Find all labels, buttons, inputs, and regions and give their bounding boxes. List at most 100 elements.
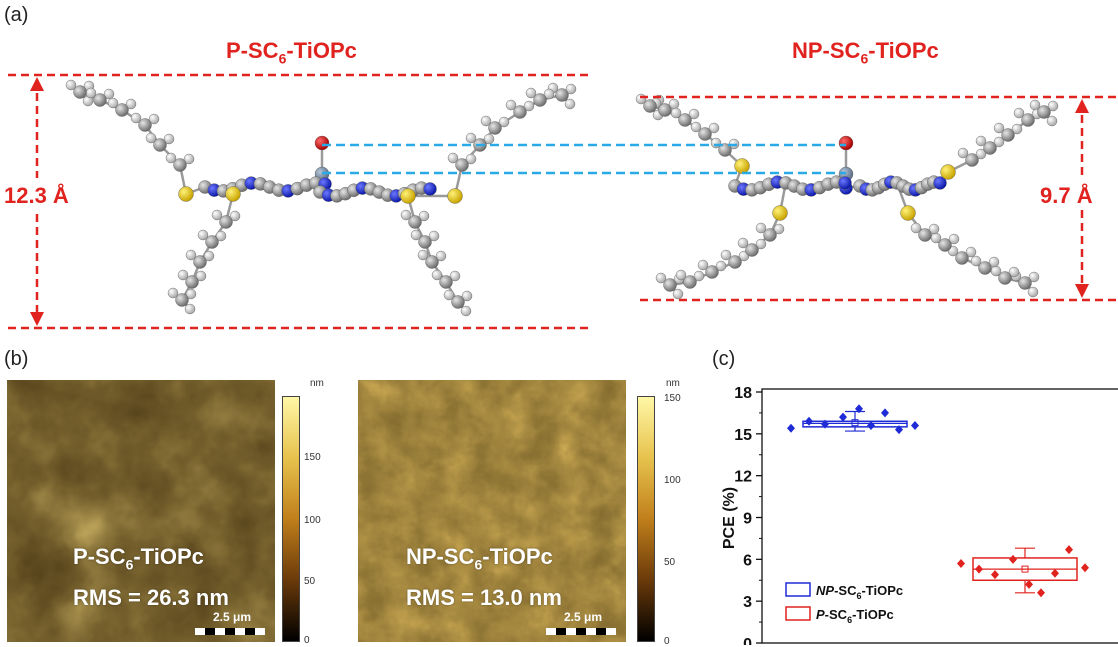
y-tick-label-6: 6 bbox=[743, 552, 752, 569]
atom-c bbox=[956, 252, 969, 265]
atom-s bbox=[226, 187, 241, 202]
cbar-np-unit: nm bbox=[666, 378, 680, 389]
atom-c bbox=[139, 119, 152, 132]
cbar-p-tick-50: 50 bbox=[304, 576, 315, 587]
atom-c bbox=[1038, 106, 1051, 119]
atom-c bbox=[664, 279, 677, 292]
atom-s bbox=[179, 187, 194, 202]
cbar-np-tick-150: 150 bbox=[664, 393, 681, 404]
afm-image-p: P-SC6-TiOPc RMS = 26.3 nm 2.5 μm bbox=[7, 380, 275, 642]
atom-s bbox=[401, 189, 416, 204]
data-point bbox=[1065, 545, 1073, 554]
y-axis-label: PCE (%) bbox=[721, 487, 738, 549]
atom-c bbox=[1022, 114, 1035, 127]
atom-c bbox=[999, 272, 1012, 285]
atom-c bbox=[746, 244, 759, 257]
y-tick-label-18: 18 bbox=[734, 385, 752, 402]
atom-c bbox=[176, 294, 189, 307]
cbar-p-tick-150: 150 bbox=[304, 452, 321, 463]
cbar-p-tick-0: 0 bbox=[304, 635, 310, 646]
afm-np-rms: RMS = 13.0 nm bbox=[406, 581, 562, 615]
afm-np-scale-label: 2.5 μm bbox=[564, 610, 602, 624]
atom-c bbox=[679, 114, 692, 127]
data-point bbox=[1051, 569, 1059, 578]
colorbar-np bbox=[637, 396, 655, 642]
atom-s bbox=[773, 206, 788, 221]
atom-o bbox=[839, 136, 853, 150]
afm-p-rms: RMS = 26.3 nm bbox=[73, 581, 229, 615]
data-point bbox=[975, 565, 983, 574]
atom-c bbox=[440, 276, 453, 289]
atom-h bbox=[565, 99, 575, 109]
np-height-value: 9.7 Å bbox=[1040, 183, 1093, 209]
atom-c bbox=[919, 229, 932, 242]
atom-c bbox=[74, 86, 87, 99]
data-point bbox=[1081, 563, 1089, 572]
atom-h bbox=[673, 289, 683, 299]
legend-swatch-0 bbox=[786, 583, 810, 596]
atom-c bbox=[644, 100, 657, 113]
data-point bbox=[911, 421, 919, 430]
afm-np-scale-bar bbox=[546, 628, 616, 635]
cbar-np-tick-50: 50 bbox=[664, 557, 675, 568]
atom-c bbox=[174, 159, 187, 172]
atom-s bbox=[901, 206, 916, 221]
data-point bbox=[867, 421, 875, 430]
atom-c bbox=[206, 236, 219, 249]
y-tick-label-9: 9 bbox=[743, 511, 752, 528]
atom-h bbox=[461, 306, 471, 316]
afm-p-label: P-SC6-TiOPc RMS = 26.3 nm bbox=[73, 540, 229, 615]
atom-h bbox=[1047, 116, 1057, 126]
box-series-0 bbox=[787, 404, 919, 434]
data-point bbox=[881, 408, 889, 417]
atom-c bbox=[939, 239, 952, 252]
afm-image-np: NP-SC6-TiOPc RMS = 13.0 nm 2.5 μm bbox=[358, 380, 626, 642]
atom-c bbox=[659, 104, 672, 117]
atom-c bbox=[116, 104, 129, 117]
cbar-np-tick-100: 100 bbox=[664, 475, 681, 486]
atom-o bbox=[315, 136, 329, 150]
atom-c bbox=[764, 229, 777, 242]
p-height-value: 12.3 Å bbox=[4, 183, 69, 209]
molecule-structures bbox=[0, 0, 1118, 340]
ti-o-alignment-lines bbox=[322, 145, 846, 173]
atom-c bbox=[94, 94, 107, 107]
atom-c bbox=[409, 216, 422, 229]
data-point bbox=[839, 413, 847, 422]
legend-label-0: NP-SC6-TiOPc bbox=[816, 583, 903, 601]
atom-c bbox=[194, 256, 207, 269]
data-point bbox=[805, 417, 813, 426]
atom-h bbox=[1028, 287, 1038, 297]
y-tick-label-0: 0 bbox=[743, 636, 752, 645]
data-point bbox=[991, 570, 999, 579]
pce-box-chart: PCE (%) 0369121518NP-SC6-TiOPcP-SC6-TiOP… bbox=[700, 370, 1118, 645]
atom-s bbox=[448, 189, 463, 204]
atom-s bbox=[941, 165, 956, 180]
panel-b-label: (b) bbox=[4, 348, 28, 371]
atom-n bbox=[839, 176, 852, 189]
atom-c bbox=[220, 216, 233, 229]
atom-c bbox=[426, 256, 439, 269]
y-tick-label-3: 3 bbox=[743, 594, 752, 611]
panel-c-label: (c) bbox=[712, 348, 735, 371]
cbar-np-tick-0: 0 bbox=[664, 636, 670, 647]
atom-c bbox=[456, 159, 469, 172]
atom-c bbox=[966, 154, 979, 167]
data-point bbox=[1009, 555, 1017, 564]
afm-p-scale-label: 2.5 μm bbox=[213, 610, 251, 624]
atom-c bbox=[1019, 277, 1032, 290]
atom-c bbox=[154, 139, 167, 152]
atom-c bbox=[452, 296, 465, 309]
atom-c bbox=[699, 128, 712, 141]
y-tick-label-15: 15 bbox=[734, 427, 752, 444]
atom-c bbox=[729, 256, 742, 269]
cbar-p-tick-100: 100 bbox=[304, 515, 321, 526]
data-point bbox=[787, 424, 795, 433]
atom-c bbox=[489, 122, 502, 135]
atom-c bbox=[419, 236, 432, 249]
atom-c bbox=[1002, 129, 1015, 142]
atom-c bbox=[706, 266, 719, 279]
data-point bbox=[1037, 588, 1045, 597]
legend-swatch-1 bbox=[786, 607, 810, 620]
atom-c bbox=[514, 106, 527, 119]
